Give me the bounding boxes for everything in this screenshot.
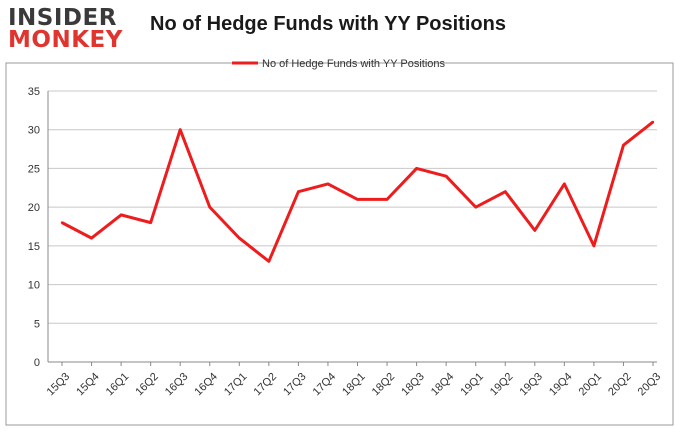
x-tick-label: 19Q4	[547, 371, 575, 399]
data-point	[533, 229, 536, 232]
data-point	[651, 120, 655, 124]
data-point	[444, 174, 448, 178]
data-point	[119, 213, 123, 217]
x-tick-label: 19Q2	[488, 371, 516, 399]
x-tick-label: 20Q2	[606, 371, 634, 399]
gridlines	[48, 90, 657, 363]
insider-monkey-logo: INSIDER MONKEY	[8, 5, 123, 53]
data-point	[504, 190, 507, 193]
data-point	[474, 205, 477, 209]
data-point	[90, 236, 93, 240]
y-tick-label: 5	[34, 318, 40, 330]
data-point	[622, 144, 625, 147]
data-point	[326, 182, 330, 186]
y-tick-label: 20	[28, 202, 40, 214]
data-point	[297, 190, 300, 193]
x-tick-label: 15Q4	[74, 371, 102, 399]
series-line-0	[61, 120, 654, 263]
data-point	[208, 205, 211, 209]
data-point	[267, 260, 271, 263]
series-lines	[60, 120, 655, 263]
data-point	[149, 221, 152, 224]
data-point	[415, 167, 418, 170]
x-tick-label: 17Q1	[222, 371, 250, 399]
x-tick-label: 18Q4	[429, 371, 457, 399]
x-tick-label: 17Q4	[311, 371, 339, 399]
x-tick-label: 16Q1	[104, 371, 132, 399]
y-tick-label: 15	[28, 241, 40, 253]
logo-text-insider: INSIDER	[8, 5, 117, 31]
x-tick-label: 18Q1	[340, 371, 368, 399]
x-tick-label: 20Q1	[577, 371, 605, 399]
x-tick-label: 16Q3	[163, 371, 191, 399]
y-tick-label: 35	[28, 86, 40, 98]
data-point	[179, 128, 182, 131]
chart-frame	[5, 62, 674, 426]
y-tick-label: 0	[34, 357, 40, 369]
y-tick-labels: 0 5 10 15 20 25 30 35	[28, 86, 40, 369]
data-point	[592, 244, 596, 248]
x-tick-label: 18Q2	[370, 371, 398, 399]
data-point	[356, 198, 359, 201]
x-tick-label: 19Q1	[458, 371, 486, 399]
data-point	[60, 221, 64, 224]
y-tick-label: 30	[28, 125, 40, 137]
logo-text-monkey: MONKEY	[8, 26, 123, 53]
x-tick-label: 17Q2	[252, 371, 280, 399]
x-tick-label: 19Q3	[517, 371, 545, 399]
data-point	[563, 182, 566, 186]
x-tick-label: 20Q3	[636, 371, 664, 399]
x-tick-label: 15Q3	[45, 371, 73, 399]
y-tick-label: 25	[28, 163, 40, 175]
data-point	[385, 198, 389, 201]
axes	[47, 91, 657, 366]
chart-title: No of Hedge Funds with YY Positions	[150, 13, 506, 35]
x-tick-label: 16Q2	[133, 371, 161, 399]
legend-label: No of Hedge Funds with YY Positions	[262, 58, 446, 70]
x-tick-label: 17Q3	[281, 371, 309, 399]
legend: No of Hedge Funds with YY Positions	[232, 58, 446, 70]
x-tick-label: 16Q4	[192, 371, 220, 399]
data-point	[238, 236, 241, 240]
x-tick-label: 18Q3	[399, 371, 427, 399]
y-tick-label: 10	[28, 280, 40, 292]
x-tick-labels: 15Q3 15Q4 16Q1 16Q2 16Q3 16Q4 17Q1 17Q2 17Q3 17Q4…	[45, 371, 664, 399]
